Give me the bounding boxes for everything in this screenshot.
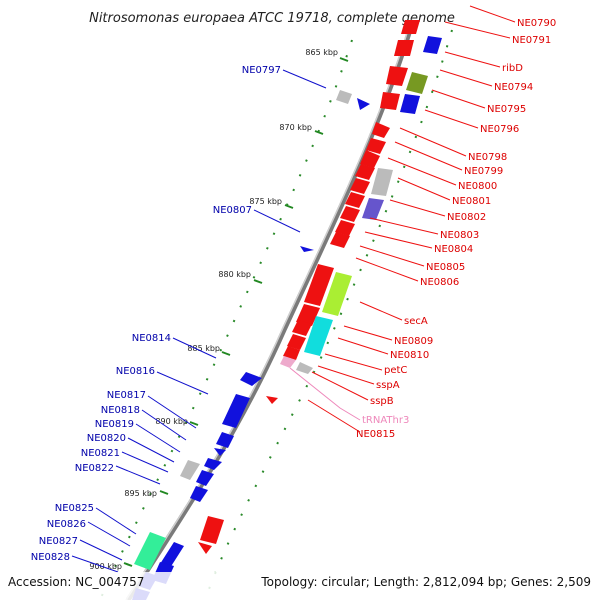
gene-label[interactable]: secA xyxy=(404,316,428,327)
gene-label[interactable]: NE0797 xyxy=(242,65,281,76)
gene-label[interactable]: NE0814 xyxy=(132,333,171,344)
tick-label: 875 kbp xyxy=(249,197,282,206)
right-leaders xyxy=(307,5,516,433)
gene-label[interactable]: NE0819 xyxy=(95,419,134,430)
forward-features xyxy=(198,20,442,554)
kbp-ticks: 865 kbp 870 kbp 875 kbp 880 kbp 885 kbp … xyxy=(89,48,349,571)
gene-label[interactable]: NE0802 xyxy=(447,212,486,223)
gene-label[interactable]: NE0821 xyxy=(81,448,120,459)
reverse-features xyxy=(132,90,370,600)
tick-label: 890 kbp xyxy=(155,417,188,426)
gene-label[interactable]: NE0801 xyxy=(452,196,491,207)
gene-label[interactable]: NE0805 xyxy=(426,262,465,273)
trna-leader xyxy=(289,367,361,421)
trna-label[interactable]: tRNAThr3 xyxy=(362,415,409,426)
gene-label[interactable]: NE0800 xyxy=(458,181,497,192)
gene-label[interactable]: NE0807 xyxy=(213,205,252,216)
genome-info-text: Topology: circular; Length: 2,812,094 bp… xyxy=(260,575,591,589)
gene-label[interactable]: NE0822 xyxy=(75,463,114,474)
left-labels: NE0797 NE0807 NE0814 NE0816 NE0817 NE081… xyxy=(31,65,281,563)
tick-track-inner xyxy=(204,29,453,600)
tick-label: 895 kbp xyxy=(124,489,157,498)
gene-label[interactable]: NE0826 xyxy=(47,519,86,530)
tick-label: 865 kbp xyxy=(305,48,338,57)
gene-label[interactable]: NE0790 xyxy=(517,18,556,29)
gene-label[interactable]: NE0816 xyxy=(116,366,155,377)
gene-label[interactable]: NE0809 xyxy=(394,336,433,347)
gene-label[interactable]: NE0795 xyxy=(487,104,526,115)
gene-label[interactable]: ribD xyxy=(502,63,523,74)
tick-label: 885 kbp xyxy=(187,344,220,353)
gene-label[interactable]: NE0803 xyxy=(440,230,479,241)
gene-label[interactable]: NE0798 xyxy=(468,152,507,163)
tick-label: 880 kbp xyxy=(218,270,251,279)
gene-label[interactable]: NE0796 xyxy=(480,124,519,135)
gene-label[interactable]: sspB xyxy=(370,396,394,407)
gene-label[interactable]: NE0817 xyxy=(107,390,146,401)
gene-label[interactable]: NE0820 xyxy=(87,433,126,444)
gene-label[interactable]: NE0794 xyxy=(494,82,533,93)
genome-backbone xyxy=(125,19,416,600)
tick-label: 870 kbp xyxy=(279,123,312,132)
gene-label[interactable]: NE0804 xyxy=(434,244,473,255)
genome-title: Nitrosomonas europaea ATCC 19718, comple… xyxy=(89,11,455,26)
right-labels: NE0790 NE0791 ribD NE0794 NE0795 NE0796 … xyxy=(356,18,556,440)
gene-label[interactable]: sspA xyxy=(376,380,400,391)
gene-label[interactable]: NE0806 xyxy=(420,277,459,288)
accession-text: Accession: NC_004757 xyxy=(8,575,144,589)
tick-label: 900 kbp xyxy=(89,562,122,571)
gene-label[interactable]: NE0799 xyxy=(464,166,503,177)
gene-label[interactable]: NE0818 xyxy=(101,405,140,416)
gene-label[interactable]: NE0828 xyxy=(31,552,70,563)
left-leaders xyxy=(71,69,327,573)
gene-label[interactable]: NE0827 xyxy=(39,536,78,547)
gene-label[interactable]: petC xyxy=(384,365,407,376)
gene-label[interactable]: NE0810 xyxy=(390,350,429,361)
gene-label[interactable]: NE0815 xyxy=(356,429,395,440)
gene-label[interactable]: NE0791 xyxy=(512,35,551,46)
gene-label[interactable]: NE0825 xyxy=(55,503,94,514)
